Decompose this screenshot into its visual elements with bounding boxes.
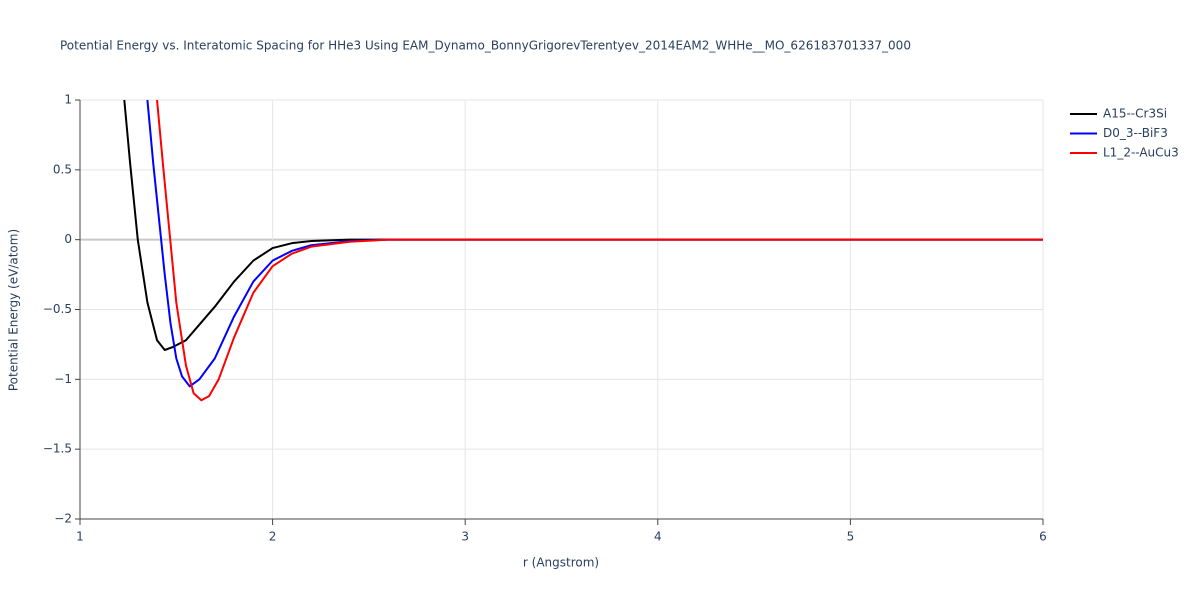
x-tick-label: 6 xyxy=(1039,530,1047,544)
y-tick-label: −2 xyxy=(54,512,72,526)
x-tick-label: 1 xyxy=(76,530,84,544)
series-line xyxy=(146,100,1043,388)
y-tick-label: −0.5 xyxy=(43,302,72,316)
x-axis-title: r (Angstrom) xyxy=(523,556,599,570)
y-tick-label: −1.5 xyxy=(43,442,72,456)
legend-label: D0_3--BiF3 xyxy=(1103,126,1168,140)
y-tick-label: 0.5 xyxy=(53,162,72,176)
x-tick-label: 4 xyxy=(654,530,662,544)
y-axis-title: Potential Energy (eV/atom) xyxy=(7,229,21,391)
series-line xyxy=(123,100,1043,351)
chart-title: Potential Energy vs. Interatomic Spacing… xyxy=(60,39,911,53)
plot-area xyxy=(123,100,1043,402)
x-tick-label: 2 xyxy=(269,530,277,544)
grid xyxy=(75,99,1044,525)
series-line xyxy=(156,100,1043,402)
y-tick-label: −1 xyxy=(54,372,72,386)
y-tick-label: 0 xyxy=(64,232,72,246)
legend: A15--Cr3Si D0_3--BiF3 L1_2--AuCu3 xyxy=(1070,107,1179,160)
legend-label: L1_2--AuCu3 xyxy=(1103,146,1179,160)
x-tick-label: 3 xyxy=(461,530,469,544)
legend-label: A15--Cr3Si xyxy=(1103,107,1167,121)
y-tick-label: 1 xyxy=(64,93,72,107)
x-tick-label: 5 xyxy=(847,530,855,544)
